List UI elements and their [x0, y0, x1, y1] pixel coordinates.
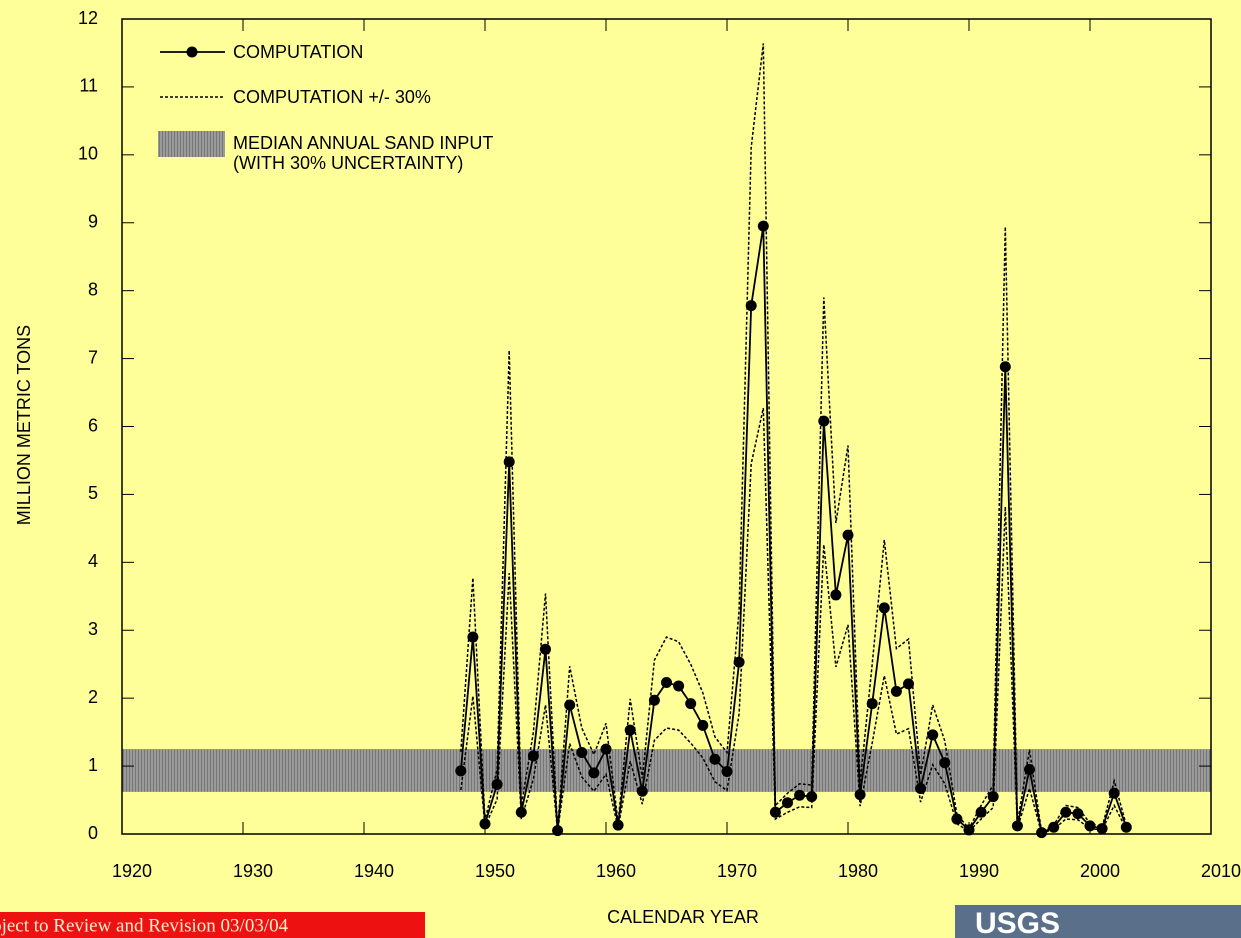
point	[1109, 788, 1120, 799]
point	[697, 720, 708, 731]
point	[843, 530, 854, 541]
y-tick-label: 7	[88, 347, 98, 367]
y-tick-label: 10	[78, 144, 98, 164]
point	[758, 221, 769, 232]
y-tick-label: 9	[88, 212, 98, 232]
x-tick-label: 2010	[1201, 861, 1241, 881]
uncertainty-band	[122, 749, 1211, 792]
point	[613, 820, 624, 831]
annotation: Subject to Review and Revision 03/03/04	[0, 915, 289, 936]
x-tick-label: 1980	[838, 861, 878, 881]
point	[709, 754, 720, 765]
point	[588, 767, 599, 778]
y-tick-label: 4	[88, 551, 98, 571]
x-tick-label: 2000	[1080, 861, 1120, 881]
page: {"chart_data": {"type": "line", "x_label…	[0, 0, 1241, 938]
point	[1072, 808, 1083, 819]
point	[855, 789, 866, 800]
legend-label: MEDIAN ANNUAL SAND INPUT	[233, 133, 493, 153]
y-tick-label: 0	[88, 823, 98, 843]
point	[794, 790, 805, 801]
point	[516, 807, 527, 818]
x-tick-label: 1920	[112, 861, 152, 881]
y-tick-label: 3	[88, 619, 98, 639]
point	[1060, 807, 1071, 818]
point	[830, 589, 841, 600]
point	[770, 807, 781, 818]
point	[504, 456, 515, 467]
point	[1012, 820, 1023, 831]
point	[964, 824, 975, 835]
x-tick-label: 1970	[717, 861, 757, 881]
point	[879, 602, 890, 613]
point	[939, 757, 950, 768]
point	[976, 807, 987, 818]
point	[576, 747, 587, 758]
x-tick-label: 1990	[959, 861, 999, 881]
point	[564, 699, 575, 710]
point	[685, 698, 696, 709]
computation-line	[461, 226, 1127, 832]
legend-marker	[187, 47, 198, 58]
point	[891, 686, 902, 697]
y-tick-label: 8	[88, 279, 98, 299]
point	[661, 677, 672, 688]
point	[1036, 827, 1047, 838]
x-tick-label: 1930	[233, 861, 273, 881]
point	[601, 744, 612, 755]
point	[480, 818, 491, 829]
x-axis-label: CALENDAR YEAR	[607, 907, 759, 927]
y-axis-label: MILLION METRIC TONS	[14, 325, 34, 525]
point	[746, 300, 757, 311]
x-tick-label: 1950	[475, 861, 515, 881]
point	[1097, 823, 1108, 834]
point	[673, 680, 684, 691]
point	[552, 825, 563, 836]
point	[951, 814, 962, 825]
point	[734, 657, 745, 668]
point	[1085, 820, 1096, 831]
point	[1121, 822, 1132, 833]
x-tick-label: 1940	[354, 861, 394, 881]
point	[528, 750, 539, 761]
x-tick-label: 1960	[596, 861, 636, 881]
point	[927, 729, 938, 740]
point	[1048, 822, 1059, 833]
point	[867, 698, 878, 709]
y-tick-label: 6	[88, 415, 98, 435]
y-tick-label: 5	[88, 483, 98, 503]
point	[903, 678, 914, 689]
point	[988, 791, 999, 802]
y-tick-label: 2	[88, 687, 98, 707]
point	[806, 791, 817, 802]
legend-label: (WITH 30% UNCERTAINTY)	[233, 153, 463, 173]
point	[782, 797, 793, 808]
point	[649, 695, 660, 706]
point	[637, 786, 648, 797]
upper-line	[461, 43, 1127, 832]
y-tick-label: 11	[79, 76, 98, 96]
legend-swatch	[158, 131, 225, 157]
legend-label: COMPUTATION	[233, 42, 363, 62]
point	[455, 765, 466, 776]
y-tick-label: 12	[78, 8, 98, 28]
point	[1024, 764, 1035, 775]
point	[540, 644, 551, 655]
point	[625, 725, 636, 736]
point	[492, 779, 503, 790]
chart: CALENDAR YEAR MILLION METRIC TONS Subjec…	[0, 0, 1241, 938]
point	[1000, 361, 1011, 372]
logo: USGS	[975, 907, 1060, 938]
point	[722, 766, 733, 777]
legend-label: COMPUTATION +/- 30%	[233, 87, 431, 107]
point	[467, 632, 478, 643]
point	[818, 416, 829, 427]
point	[915, 783, 926, 794]
y-tick-label: 1	[88, 755, 98, 775]
